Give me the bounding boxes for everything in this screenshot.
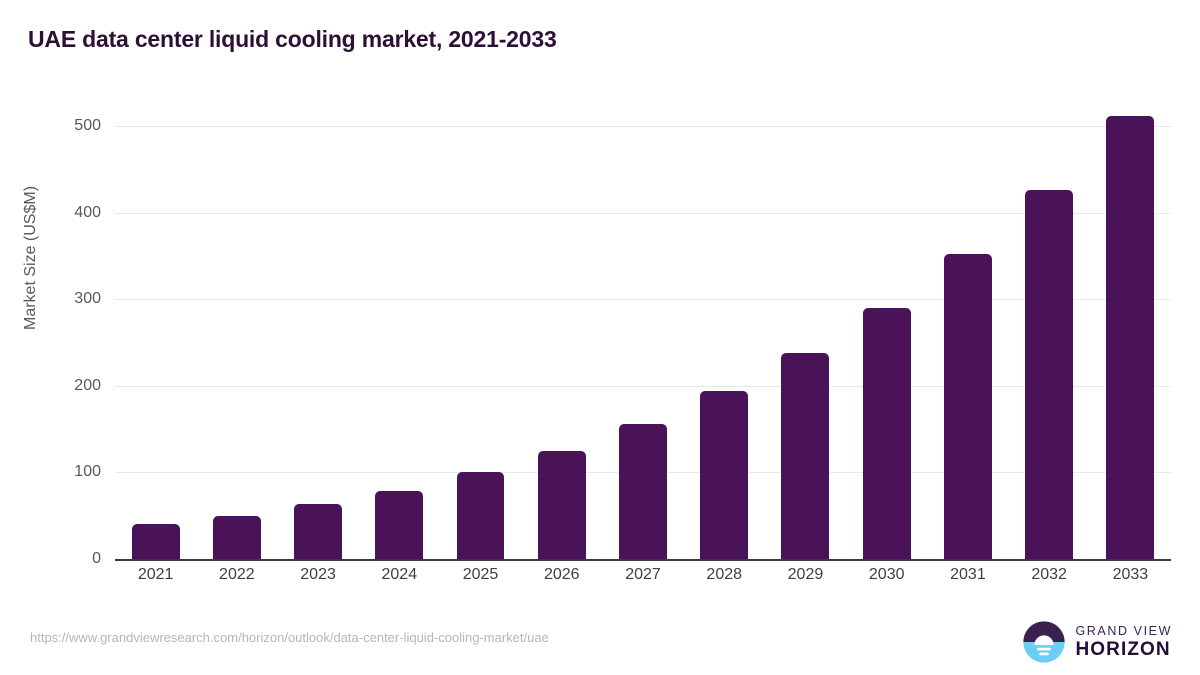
x-axis-tick-label: 2031 xyxy=(950,566,986,583)
x-axis-tick-label: 2023 xyxy=(300,566,336,583)
y-axis-tick-label: 200 xyxy=(74,376,101,394)
bar[interactable] xyxy=(537,450,586,559)
bar-series xyxy=(115,100,1171,559)
gridline xyxy=(115,125,1171,127)
y-axis-tick-label: 300 xyxy=(74,290,101,308)
x-axis-tick-label: 2024 xyxy=(381,566,418,583)
x-axis-tick-label: 2026 xyxy=(543,566,580,583)
bar[interactable] xyxy=(862,307,911,559)
logo-wordmark: GRAND VIEW HORIZON xyxy=(1075,625,1172,660)
bar[interactable] xyxy=(294,504,343,559)
logo-line-1: GRAND VIEW xyxy=(1075,623,1172,638)
bar[interactable] xyxy=(1106,116,1155,559)
y-axis-tick-label: 500 xyxy=(74,116,101,134)
x-axis-tick-label: 2025 xyxy=(462,566,499,583)
y-axis-tick-label: 100 xyxy=(74,463,101,481)
bar[interactable] xyxy=(700,391,749,559)
y-axis-tick-label: 400 xyxy=(74,203,101,221)
y-axis-tick-label: 0 xyxy=(92,550,101,567)
bar[interactable] xyxy=(456,472,505,559)
bar[interactable] xyxy=(131,524,180,559)
bar[interactable] xyxy=(943,254,992,559)
x-axis-tick-label: 2028 xyxy=(706,566,743,583)
gridline xyxy=(115,385,1171,387)
page-title: UAE data center liquid cooling market, 2… xyxy=(28,26,557,52)
plot-area xyxy=(115,100,1171,561)
x-axis-tick-label: 2033 xyxy=(1112,566,1149,583)
x-axis-tick-label: 2022 xyxy=(219,566,255,583)
y-axis-title: Market Size (US$M) xyxy=(22,185,39,330)
gridline xyxy=(115,299,1171,301)
bar[interactable] xyxy=(1025,190,1074,559)
x-axis-tick-label: 2029 xyxy=(787,566,824,583)
bar[interactable] xyxy=(212,515,261,559)
gridline xyxy=(115,212,1171,214)
bar[interactable] xyxy=(375,490,424,559)
horizon-circle-icon xyxy=(1023,621,1066,663)
bar[interactable] xyxy=(619,423,667,559)
bar[interactable] xyxy=(781,352,830,559)
source-url[interactable]: https://www.grandviewresearch.com/horizo… xyxy=(30,630,549,645)
x-axis-tick-label: 2027 xyxy=(625,566,661,583)
gridline xyxy=(115,559,1171,561)
logo-line-2: HORIZON xyxy=(1075,639,1171,661)
brand-logo: GRAND VIEW HORIZON xyxy=(1022,620,1172,664)
x-axis-tick-label: 2032 xyxy=(1031,566,1067,583)
x-axis-tick-label: 2021 xyxy=(137,566,174,583)
x-axis-tick-label: 2030 xyxy=(868,566,905,583)
